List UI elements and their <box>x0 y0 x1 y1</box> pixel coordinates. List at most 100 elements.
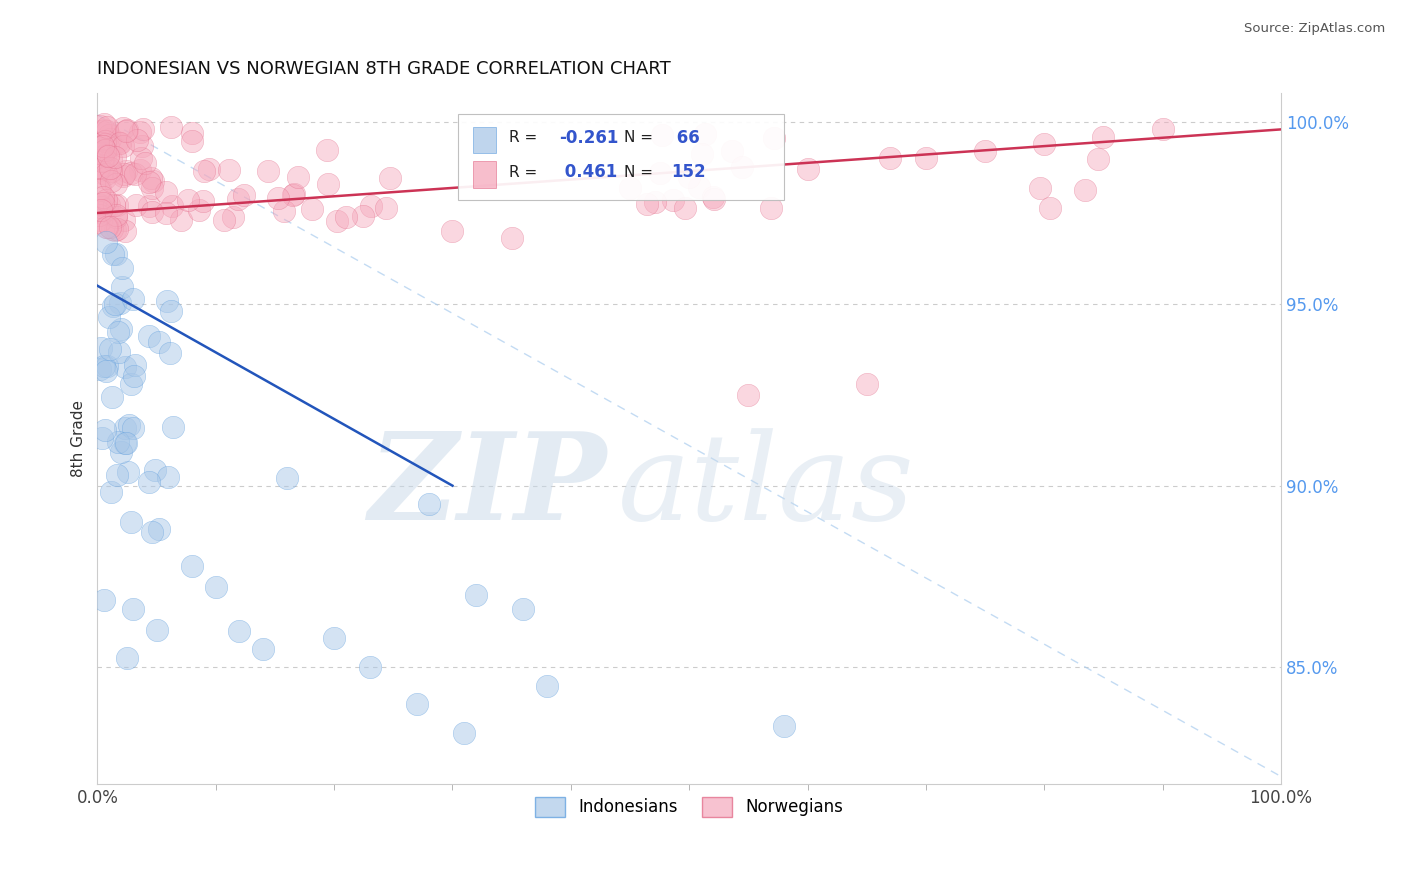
Point <box>108 136 131 150</box>
Text: ZIP: ZIP <box>368 427 606 546</box>
Point <box>155 206 177 220</box>
Text: atlas: atlas <box>619 428 915 545</box>
Point <box>114 224 136 238</box>
Point <box>125 197 148 211</box>
Point <box>796 162 818 177</box>
Point <box>191 194 214 208</box>
Point <box>512 602 534 616</box>
Point <box>915 152 938 166</box>
Point <box>91 136 114 150</box>
Point <box>89 119 111 133</box>
Point <box>115 651 138 665</box>
Point <box>159 346 181 360</box>
Point <box>134 155 156 169</box>
Point <box>90 200 112 214</box>
Point <box>974 145 997 159</box>
Text: N =: N = <box>624 130 652 145</box>
Point <box>98 342 121 356</box>
Point <box>115 123 138 137</box>
Point <box>267 191 290 205</box>
Point <box>257 163 280 178</box>
Point <box>138 329 160 343</box>
Point <box>323 632 346 646</box>
Point <box>406 697 429 711</box>
Point <box>111 260 134 275</box>
FancyBboxPatch shape <box>472 127 496 153</box>
Point <box>96 220 118 235</box>
Point <box>662 193 685 207</box>
Point <box>104 208 127 222</box>
Point <box>97 149 120 163</box>
Point <box>105 468 128 483</box>
Point <box>108 136 131 150</box>
Point <box>93 145 115 159</box>
Point <box>177 194 200 208</box>
Point <box>107 198 129 212</box>
Point <box>198 162 221 177</box>
Point <box>96 359 118 373</box>
Point <box>359 660 381 674</box>
Point <box>316 143 339 157</box>
Point <box>232 187 254 202</box>
Point <box>1039 201 1062 215</box>
Point <box>143 462 166 476</box>
Point <box>335 210 357 224</box>
Point <box>131 139 153 153</box>
Point <box>318 177 340 191</box>
Point <box>180 127 202 141</box>
Point <box>157 470 180 484</box>
Point <box>283 187 305 202</box>
Point <box>94 364 117 378</box>
Point <box>94 136 117 151</box>
Point <box>228 624 250 638</box>
Point <box>702 189 724 203</box>
Point <box>90 431 112 445</box>
Point <box>94 168 117 182</box>
Point <box>87 146 110 161</box>
Point <box>121 602 143 616</box>
Point <box>105 247 128 261</box>
Point <box>104 223 127 237</box>
Point <box>142 173 165 187</box>
Point <box>93 359 115 373</box>
Point <box>104 150 127 164</box>
Point <box>112 169 135 183</box>
Point <box>96 202 118 216</box>
Point <box>122 421 145 435</box>
Point <box>96 120 118 134</box>
Point <box>536 679 558 693</box>
Point <box>93 593 115 607</box>
Point <box>87 183 110 197</box>
Point <box>129 125 152 139</box>
Point <box>103 198 125 212</box>
Point <box>112 121 135 136</box>
Point <box>104 297 127 311</box>
Point <box>111 280 134 294</box>
Point <box>678 169 700 184</box>
Point <box>107 434 129 449</box>
Point <box>87 161 110 175</box>
Point <box>156 294 179 309</box>
Point <box>90 124 112 138</box>
Point <box>128 163 150 178</box>
Point <box>162 419 184 434</box>
Point <box>94 134 117 148</box>
Text: -0.261: -0.261 <box>560 129 619 147</box>
Point <box>441 224 464 238</box>
Legend: Indonesians, Norwegians: Indonesians, Norwegians <box>529 790 851 823</box>
Point <box>87 197 110 211</box>
Point <box>93 196 115 211</box>
Point <box>114 436 136 450</box>
Point <box>91 146 114 161</box>
Point <box>636 196 658 211</box>
Point <box>148 335 170 350</box>
Point <box>108 295 131 310</box>
Point <box>107 344 129 359</box>
Point <box>114 435 136 450</box>
Point <box>87 215 110 229</box>
Point <box>90 153 112 168</box>
Point <box>138 475 160 490</box>
Point <box>651 128 673 142</box>
Point <box>160 199 183 213</box>
Point <box>188 202 211 217</box>
